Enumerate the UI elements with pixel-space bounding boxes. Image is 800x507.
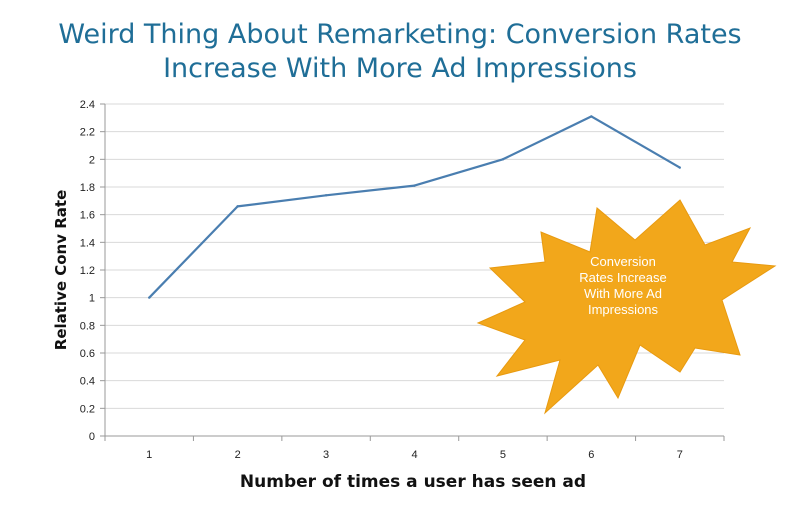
y-tick-label: 1 — [89, 293, 95, 305]
x-tick-label: 6 — [588, 449, 594, 461]
slide-title: Weird Thing About Remarketing: Conversio… — [0, 18, 800, 86]
y-tick-label: 0.4 — [80, 376, 95, 388]
x-tick-label: 5 — [500, 449, 506, 461]
y-tick-label: 0.2 — [80, 403, 95, 415]
data-point — [501, 158, 505, 161]
y-axis-title: Relative Conv Rate — [52, 190, 70, 350]
y-tick-label: 2.2 — [80, 127, 95, 139]
data-point — [590, 115, 593, 118]
x-tick-labels: 1 2 3 4 5 6 7 — [146, 449, 683, 461]
data-point — [678, 166, 681, 169]
axes — [104, 104, 725, 441]
data-point — [236, 205, 239, 208]
y-tick-label: 2 — [89, 154, 95, 166]
data-point — [324, 194, 328, 197]
y-tick-label: 1.8 — [80, 182, 95, 194]
y-tick-label: 1.2 — [80, 265, 95, 277]
y-tick-label: 2.4 — [80, 99, 95, 111]
y-tick-label: 1.4 — [80, 237, 95, 249]
starburst-text-line: Conversion — [590, 254, 656, 269]
x-tick-label: 7 — [677, 449, 683, 461]
starburst-text-line: Rates Increase — [579, 270, 666, 285]
x-tick-label: 3 — [323, 449, 329, 461]
x-axis-title: Number of times a user has seen ad — [240, 472, 586, 492]
title-line-2: Increase With More Ad Impressions — [163, 53, 637, 84]
y-tick-label: 0.6 — [80, 348, 95, 360]
starburst-shape — [476, 199, 777, 415]
y-tick-label: 0 — [89, 431, 95, 443]
data-point — [413, 184, 416, 187]
x-tick-label: 4 — [411, 449, 417, 461]
series-group — [148, 115, 681, 299]
y-tick-label: 0.8 — [80, 320, 95, 332]
y-tick-label: 1.6 — [80, 210, 95, 222]
x-tick-label: 2 — [235, 449, 241, 461]
x-tick-label: 1 — [146, 449, 152, 461]
starburst-text-line: With More Ad — [584, 286, 662, 301]
starburst-text-line: Impressions — [588, 302, 659, 317]
title-line-1: Weird Thing About Remarketing: Conversio… — [58, 19, 742, 50]
y-tick-labels: 0 0.2 0.4 0.6 0.8 1 1.2 1.4 1.6 1.8 2 2.2 2.4 — [80, 99, 95, 443]
data-point — [148, 296, 151, 299]
